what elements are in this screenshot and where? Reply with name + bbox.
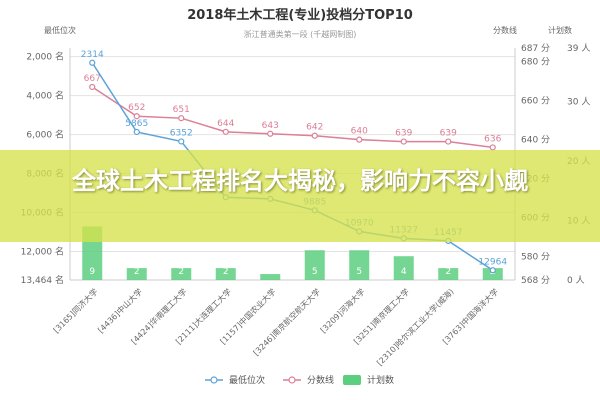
left-tick-label: 13,464 名 [21, 274, 64, 286]
right-score-tick-label: 680 分 [521, 57, 550, 68]
right-axis-score-name: 分数线 [493, 25, 517, 35]
headline-banner: 全球土木工程排名大揭秘，影响力不容小觑 [0, 150, 600, 242]
right-score-tick-label: 568 分 [521, 275, 550, 286]
plan-bar-label: 2 [445, 267, 451, 277]
plan-bar [215, 268, 236, 280]
plan-bar-label: 5 [356, 267, 362, 277]
legend-bar-swatch [343, 375, 361, 385]
score-point [489, 144, 496, 151]
plan-bar [171, 268, 192, 280]
legend-label: 最低位次 [229, 374, 265, 386]
score-point-label: 639 [395, 129, 412, 139]
left-tick-label: 4,000 名 [26, 90, 64, 102]
plan-bar-label: 2 [178, 267, 184, 277]
chart-subtitle: 浙江普通类第一段 (千越网制图) [244, 29, 357, 39]
plan-bar-label: 9 [89, 267, 95, 277]
plan-bar-label: 4 [401, 267, 407, 277]
score-point [267, 130, 274, 137]
x-tick-label: [3165]同济大学 [51, 286, 100, 335]
score-point-label: 642 [306, 123, 323, 133]
left-tick-label: 2,000 名 [26, 51, 64, 63]
right-axis-plan-name: 计划数 [548, 25, 572, 35]
right-score-tick-label: 640 分 [521, 135, 550, 146]
headline-text: 全球土木工程排名大揭秘，影响力不容小觑 [72, 167, 528, 195]
plan-bar [349, 250, 370, 280]
left-tick-label: 12,000 名 [21, 245, 64, 257]
x-tick-label: [2310]哈尔滨工业大学(威海) [374, 286, 455, 367]
right-score-tick-label: 580 分 [521, 252, 550, 263]
plan-bar [438, 268, 459, 280]
rank-point [133, 128, 140, 136]
score-point-label: 644 [217, 119, 234, 129]
left-axis-name: 最低位次 [44, 25, 76, 35]
score-point [222, 128, 229, 135]
score-point [89, 83, 96, 91]
legend-marker [210, 376, 218, 384]
score-point-label: 667 [84, 74, 101, 84]
x-tick-label: [4436]中山大学 [96, 286, 145, 335]
legend-label: 分数线 [307, 374, 334, 386]
score-point-label: 636 [484, 134, 501, 144]
right-score-tick-label: 687 分 [521, 43, 550, 54]
rank-point-label: 12964 [478, 257, 507, 267]
right-plan-tick-label: 39 人 [567, 43, 590, 54]
rank-point [178, 138, 185, 145]
plan-bar-label: 2 [223, 267, 229, 277]
plan-bar [304, 250, 325, 280]
score-point [311, 132, 318, 139]
rank-point-label: 6352 [170, 128, 193, 138]
score-point [400, 138, 407, 145]
score-point [356, 136, 363, 143]
rank-point-label: 5865 [125, 119, 148, 129]
left-tick-label: 6,000 名 [26, 129, 64, 141]
score-point [133, 113, 140, 120]
legend-label: 计划数 [367, 374, 394, 386]
plan-bar-label: 2 [134, 267, 140, 277]
plan-bar [126, 268, 147, 280]
chart-title: 2018年土木工程(专业)投档分TOP10 [187, 7, 413, 23]
rank-point [89, 59, 96, 66]
score-point-label: 643 [262, 121, 279, 131]
plan-bar-label: 2 [267, 267, 273, 277]
score-point-label: 651 [173, 105, 190, 115]
plan-bar [482, 268, 503, 280]
score-point-label: 640 [351, 127, 368, 137]
plan-bar-label: 5 [312, 267, 318, 277]
x-tick-label: [3209]河海大学 [318, 286, 367, 335]
right-plan-tick-label: 0 人 [567, 275, 585, 286]
right-score-tick-label: 660 分 [521, 96, 550, 107]
plan-bar [260, 274, 281, 280]
score-line [91, 86, 493, 149]
rank-point [489, 267, 496, 274]
legend-marker [288, 376, 296, 384]
score-point [445, 138, 452, 145]
score-point-label: 639 [440, 129, 457, 139]
score-point [178, 115, 185, 122]
plan-bar [393, 256, 414, 280]
rank-point-label: 2314 [81, 50, 104, 60]
right-plan-tick-label: 30 人 [567, 97, 590, 108]
score-point-label: 652 [128, 103, 145, 113]
